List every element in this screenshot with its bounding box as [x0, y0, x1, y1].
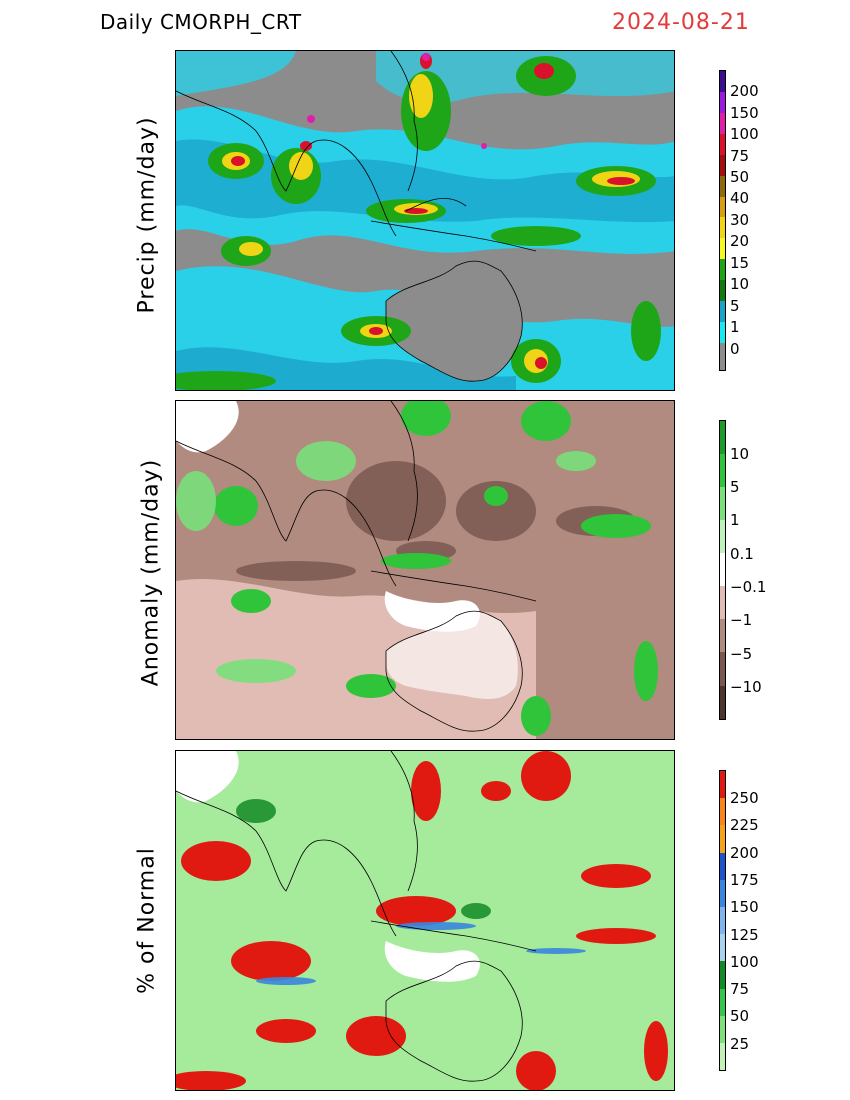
pct-tick: 125: [730, 926, 759, 944]
date-label: 2024-08-21: [612, 10, 750, 35]
pct-colorbar: [719, 770, 726, 1071]
precip-tick: 30: [730, 211, 750, 229]
precip-colorbar: [719, 70, 726, 371]
pct-tick: 150: [730, 898, 759, 916]
pct-tick: 75: [730, 980, 750, 998]
anomaly-tick: 10: [730, 445, 750, 463]
anomaly-tick: −10: [730, 678, 762, 696]
pct-tick: 225: [730, 816, 759, 834]
precip-tick: 0: [730, 340, 740, 358]
precip-tick: 50: [730, 168, 750, 186]
pct-map: [175, 750, 675, 1091]
precip-tick: 1: [730, 318, 740, 336]
pct-tick: 200: [730, 844, 759, 862]
anomaly-colorbar: [719, 420, 726, 720]
anomaly-map: [175, 400, 675, 740]
pct-tick: 100: [730, 953, 759, 971]
anomaly-tick: −5: [730, 645, 753, 663]
precip-map: [175, 50, 675, 391]
precip-tick: 200: [730, 82, 759, 100]
precip-tick: 20: [730, 232, 750, 250]
precip-tick: 150: [730, 104, 759, 122]
pct-tick: 250: [730, 789, 759, 807]
anomaly-ylabel: Anomaly (mm/day): [138, 458, 164, 687]
precip-tick: 10: [730, 275, 750, 293]
chart-title: Daily CMORPH_CRT: [100, 10, 302, 34]
precip-tick: 15: [730, 254, 750, 272]
pct-tick: 50: [730, 1007, 750, 1025]
precip-tick: 40: [730, 189, 750, 207]
anomaly-tick: 5: [730, 478, 740, 496]
anomaly-tick: 1: [730, 511, 740, 529]
precip-tick: 75: [730, 147, 750, 165]
pct-ylabel: % of Normal: [134, 847, 160, 994]
pct-tick: 25: [730, 1035, 750, 1053]
anomaly-tick: −1: [730, 611, 753, 629]
precip-ylabel: Precip (mm/day): [134, 116, 160, 314]
precip-tick: 5: [730, 297, 740, 315]
precip-tick: 100: [730, 125, 759, 143]
pct-tick: 175: [730, 871, 759, 889]
anomaly-tick: 0.1: [730, 545, 754, 563]
anomaly-tick: −0.1: [730, 578, 767, 596]
